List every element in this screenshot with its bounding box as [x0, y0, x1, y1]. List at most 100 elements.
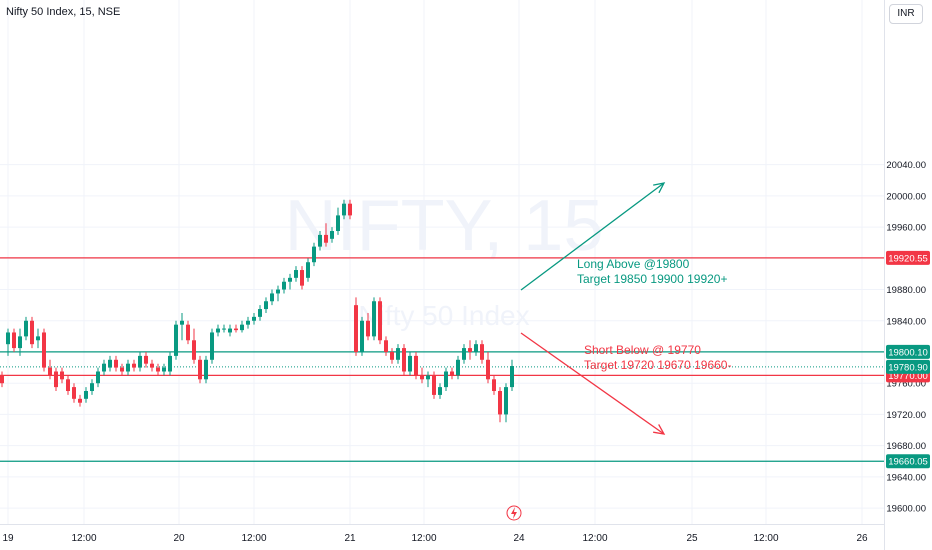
candle [402, 344, 406, 376]
price-label-text: 19780.90 [888, 362, 928, 373]
candle-body [276, 289, 280, 294]
candle-body [240, 324, 244, 331]
candle-body [174, 324, 178, 356]
candle [96, 367, 100, 388]
candle [42, 328, 46, 372]
candle-body [408, 355, 412, 372]
price-labels: 19920.55 19800.10 19770.00 19660.05 19780.90 [886, 250, 930, 469]
candle-body [192, 340, 196, 360]
annotation-text: Target 19720 19670 19660- [584, 358, 731, 372]
annotation-text: Target 19850 19900 19920+ [577, 272, 727, 286]
candle [378, 297, 382, 345]
candle-body [510, 366, 514, 388]
candle-body [366, 320, 370, 337]
candle-body [432, 375, 436, 395]
candle [216, 324, 220, 337]
price-label-box [886, 250, 930, 265]
candle-body [258, 309, 262, 317]
candle [318, 231, 322, 251]
arrow-shaft [520, 182, 665, 291]
candle [348, 199, 352, 220]
candle-body [306, 262, 310, 278]
candle [246, 316, 250, 329]
candle-body [18, 336, 22, 349]
candle-body [372, 301, 376, 337]
candle [294, 266, 298, 282]
candle [420, 367, 424, 384]
candle-body [114, 359, 118, 368]
candle [366, 312, 370, 341]
candle-body [486, 359, 490, 380]
candle-body [108, 359, 112, 368]
candle [252, 312, 256, 325]
candle [204, 355, 208, 384]
time-tick-label: 12:00 [241, 533, 266, 544]
watermark: NIFTY, 15 Nifty 50 Index [285, 186, 604, 331]
time-tick-label: 19 [2, 533, 14, 544]
candle [78, 394, 82, 407]
candle [138, 351, 142, 372]
time-tick-label: 20 [173, 533, 185, 544]
candle [108, 355, 112, 372]
currency-button[interactable]: INR [889, 4, 923, 24]
arrow-head [653, 182, 666, 194]
time-axis[interactable]: 19 12:00 20 12:00 21 12:00 24 12:00 25 12:00 26 [2, 533, 868, 544]
candle [90, 379, 94, 395]
candle [498, 387, 502, 423]
candle-body [504, 387, 508, 415]
price-tick-label: 19720.00 [886, 410, 926, 421]
candle [468, 340, 472, 360]
candle [114, 355, 118, 372]
candle-body [492, 379, 496, 392]
long-arrow [520, 182, 666, 291]
candle [144, 351, 148, 368]
candle-body [162, 367, 166, 372]
short-arrow [520, 332, 666, 435]
candle-body [102, 363, 106, 372]
candle-body [222, 328, 226, 330]
bolt-icon[interactable] [506, 505, 522, 521]
price-label-box [886, 344, 930, 359]
candle [18, 328, 22, 356]
price-label-box [886, 454, 930, 469]
candle [276, 285, 280, 302]
price-tick-label: 19600.00 [886, 504, 926, 515]
candle-body [198, 359, 202, 380]
candle-body [342, 203, 346, 216]
candle-body [252, 316, 256, 321]
candle-body [420, 375, 424, 380]
candle-body [36, 336, 40, 341]
candle [354, 297, 358, 356]
candle [282, 277, 286, 294]
time-tick-label: 21 [344, 533, 356, 544]
candle-body [12, 332, 16, 349]
candle [432, 371, 436, 399]
candle [228, 324, 232, 337]
candle [414, 351, 418, 380]
candle-body [270, 293, 274, 302]
candle [486, 351, 490, 384]
candle [258, 305, 262, 321]
time-axis-border [0, 524, 884, 525]
candles [0, 199, 514, 423]
candle-body [24, 320, 28, 337]
candle [384, 336, 388, 356]
candle-body [6, 332, 10, 345]
candle [186, 320, 190, 345]
candle-body [312, 246, 316, 263]
candle [120, 363, 124, 376]
candle-body [282, 281, 286, 290]
time-tick-label: 25 [686, 533, 698, 544]
candle [444, 367, 448, 392]
candle [360, 316, 364, 356]
candle [102, 359, 106, 376]
candle-body [204, 359, 208, 380]
candle-body [144, 355, 148, 364]
candle-body [294, 270, 298, 278]
candle [390, 348, 394, 364]
candle [234, 324, 238, 333]
candle-body [402, 348, 406, 372]
candle [36, 328, 40, 349]
